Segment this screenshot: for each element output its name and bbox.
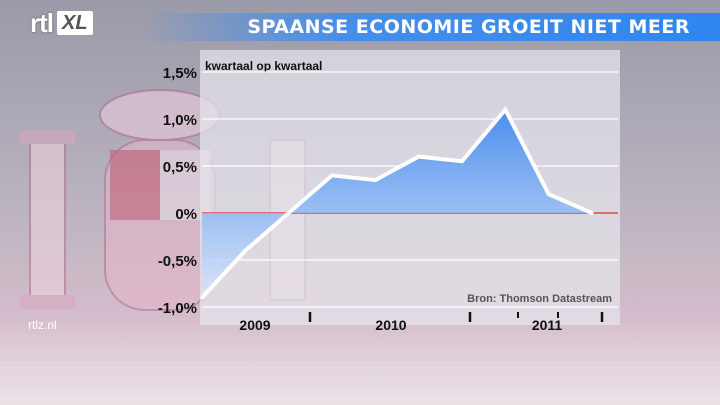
data-point: [373, 178, 377, 182]
data-point: [503, 108, 507, 112]
rtl-xl-logo: rtl XL: [30, 8, 93, 38]
logo-text: rtl: [30, 7, 54, 38]
data-point: [200, 296, 204, 300]
data-point: [547, 192, 551, 196]
data-point: [460, 159, 464, 163]
series-line: [200, 106, 593, 299]
x-year-label: 2010: [375, 317, 406, 333]
data-point: [330, 173, 334, 177]
page-title: SPAANSE ECONOMIE GROEIT NIET MEER: [247, 16, 690, 38]
data-point: [590, 211, 594, 215]
area-fill: [202, 109, 592, 298]
chart-subtitle: kwartaal op kwartaal: [205, 59, 322, 73]
y-tick-label: -0,5%: [158, 253, 197, 270]
y-tick-label: 1,0%: [163, 112, 197, 129]
x-year-label: 2009: [239, 317, 270, 333]
footer-url: rtlz.nl: [28, 318, 57, 332]
data-point: [243, 249, 247, 253]
y-tick-label: 0%: [175, 206, 197, 223]
y-tick-label: 0,5%: [163, 159, 197, 176]
y-tick-label: 1,5%: [163, 65, 197, 82]
data-point: [417, 155, 421, 159]
logo-badge: XL: [57, 11, 93, 35]
chart-source: Bron: Thomson Datastream: [467, 293, 612, 305]
y-tick-label: -1,0%: [158, 300, 197, 317]
data-point: [287, 211, 291, 215]
x-year-label: 2011: [532, 317, 563, 333]
title-bar: SPAANSE ECONOMIE GROEIT NIET MEER: [140, 13, 720, 41]
